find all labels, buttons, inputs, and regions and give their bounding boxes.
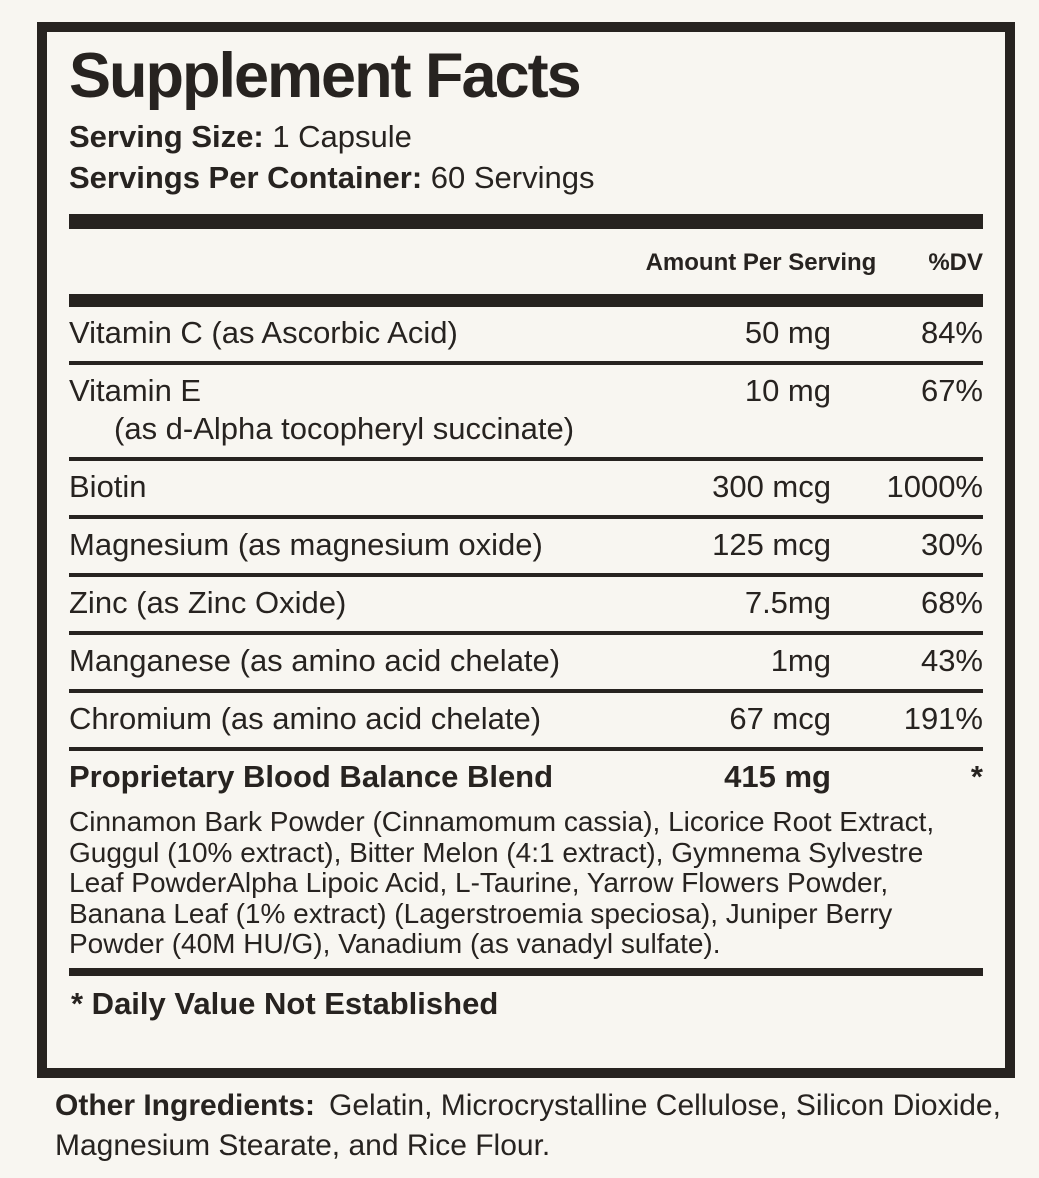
serving-size-value: 1 Capsule	[272, 119, 412, 155]
nutrient-dv: 30%	[920, 527, 983, 563]
other-ingredients-label: Other Ingredients:	[55, 1089, 316, 1122]
nutrient-name: Vitamin C (as Ascorbic Acid)	[69, 314, 656, 352]
nutrient-name: Vitamin E (as d-Alpha tocopheryl succinat…	[69, 372, 656, 448]
table-row: Biotin 300 mcg 1000%	[69, 457, 983, 515]
table-row: Zinc (as Zinc Oxide) 7.5mg 68%	[69, 573, 983, 631]
table-row: Magnesium (as magnesium oxide) 125 mcg 30%	[69, 515, 983, 573]
divider-thick-top	[69, 214, 983, 230]
nutrient-name-line: Biotin	[69, 469, 147, 505]
nutrient-name-line: Chromium (as amino acid chelate)	[69, 701, 542, 737]
nutrient-name: Proprietary Blood Balance Blend	[69, 758, 656, 796]
nutrient-amount: 415 mg	[724, 759, 831, 795]
nutrient-row-grid: Vitamin C (as Ascorbic Acid) 50 mg 84%	[69, 307, 983, 361]
divider-above-footnote	[69, 967, 983, 976]
nutrient-name-line: Proprietary Blood Balance Blend	[69, 759, 554, 795]
nutrient-name: Chromium (as amino acid chelate)	[69, 700, 656, 738]
nutrient-name: Zinc (as Zinc Oxide)	[69, 584, 656, 622]
servings-per-container-value: 60 Servings	[430, 160, 595, 196]
nutrient-amount: 125 mcg	[712, 527, 831, 563]
nutrient-name-subline: (as d-Alpha tocopheryl succinate)	[114, 411, 575, 447]
nutrient-amount: 10 mg	[744, 373, 831, 409]
nutrient-name-line: Vitamin E	[69, 373, 202, 409]
nutrient-dv: 84%	[920, 315, 983, 351]
nutrient-name-line: Zinc (as Zinc Oxide)	[69, 585, 347, 621]
amount-per-serving-header: Amount Per Serving	[645, 249, 877, 277]
nutrient-row-grid: Vitamin E (as d-Alpha tocopheryl succinat…	[69, 365, 983, 457]
blend-description: Cinnamon Bark Powder (Cinnamomum cassia)…	[69, 806, 935, 960]
servings-per-container-label: Servings Per Container:	[69, 160, 423, 196]
nutrient-name-line: Magnesium (as magnesium oxide)	[69, 527, 543, 563]
nutrient-dv: 43%	[920, 643, 983, 679]
nutrient-dv: 67%	[920, 373, 983, 409]
table-row: Manganese (as amino acid chelate) 1mg 43%	[69, 631, 983, 689]
table-row: Vitamin E (as d-Alpha tocopheryl succinat…	[69, 361, 983, 457]
table-row: Chromium (as amino acid chelate) 67 mcg 19…	[69, 689, 983, 747]
divider-below-header	[69, 294, 983, 308]
nutrient-row-grid: Chromium (as amino acid chelate) 67 mcg 19…	[69, 693, 983, 747]
nutrient-amount: 7.5mg	[744, 585, 831, 621]
nutrient-row-grid: Zinc (as Zinc Oxide) 7.5mg 68%	[69, 577, 983, 631]
table-row: Proprietary Blood Balance Blend 415 mg * Ci…	[69, 747, 983, 968]
nutrient-row-grid: Manganese (as amino acid chelate) 1mg 43%	[69, 635, 983, 689]
nutrient-row-grid: Biotin 300 mcg 1000%	[69, 461, 983, 515]
nutrient-amount: 300 mcg	[712, 469, 831, 505]
nutrient-row-grid: Magnesium (as magnesium oxide) 125 mcg 30%	[69, 519, 983, 573]
nutrient-amount: 1mg	[770, 643, 831, 679]
other-ingredients-section: Other Ingredients: Gelatin, Microcrystall…	[55, 1086, 1017, 1166]
column-header-row: Amount Per Serving %DV	[69, 229, 983, 294]
nutrient-name: Magnesium (as magnesium oxide)	[69, 526, 656, 564]
nutrient-name: Manganese (as amino acid chelate)	[69, 642, 656, 680]
daily-value-footnote: * Daily Value Not Established	[71, 985, 499, 1021]
nutrient-name: Biotin	[69, 468, 656, 506]
serving-size-line: Serving Size: 1 Capsule	[69, 116, 983, 157]
facts-rows: Vitamin C (as Ascorbic Acid) 50 mg 84% Vita…	[69, 307, 983, 968]
other-ingredients-text: Gelatin, Microcrystalline Cellulose, Sil…	[55, 1089, 1001, 1162]
nutrient-dv: 1000%	[886, 469, 983, 505]
nutrient-name-line: Vitamin C (as Ascorbic Acid)	[69, 315, 458, 351]
serving-size-label: Serving Size:	[69, 119, 264, 155]
panel-title: Supplement Facts	[69, 41, 582, 111]
nutrient-row-grid: Proprietary Blood Balance Blend 415 mg *	[69, 751, 983, 805]
supplement-facts-panel: Supplement Facts Serving Size: 1 Capsule…	[37, 22, 1015, 1078]
servings-per-container-line: Servings Per Container: 60 Servings	[69, 157, 983, 198]
table-row: Vitamin C (as Ascorbic Acid) 50 mg 84%	[69, 307, 983, 361]
nutrient-dv: *	[970, 759, 983, 795]
nutrient-amount: 50 mg	[744, 315, 831, 351]
nutrient-dv: 191%	[903, 701, 983, 737]
nutrient-amount: 67 mcg	[729, 701, 831, 737]
nutrient-dv: 68%	[920, 585, 983, 621]
nutrient-name-line: Manganese (as amino acid chelate)	[69, 643, 561, 679]
dv-header: %DV	[928, 249, 983, 277]
